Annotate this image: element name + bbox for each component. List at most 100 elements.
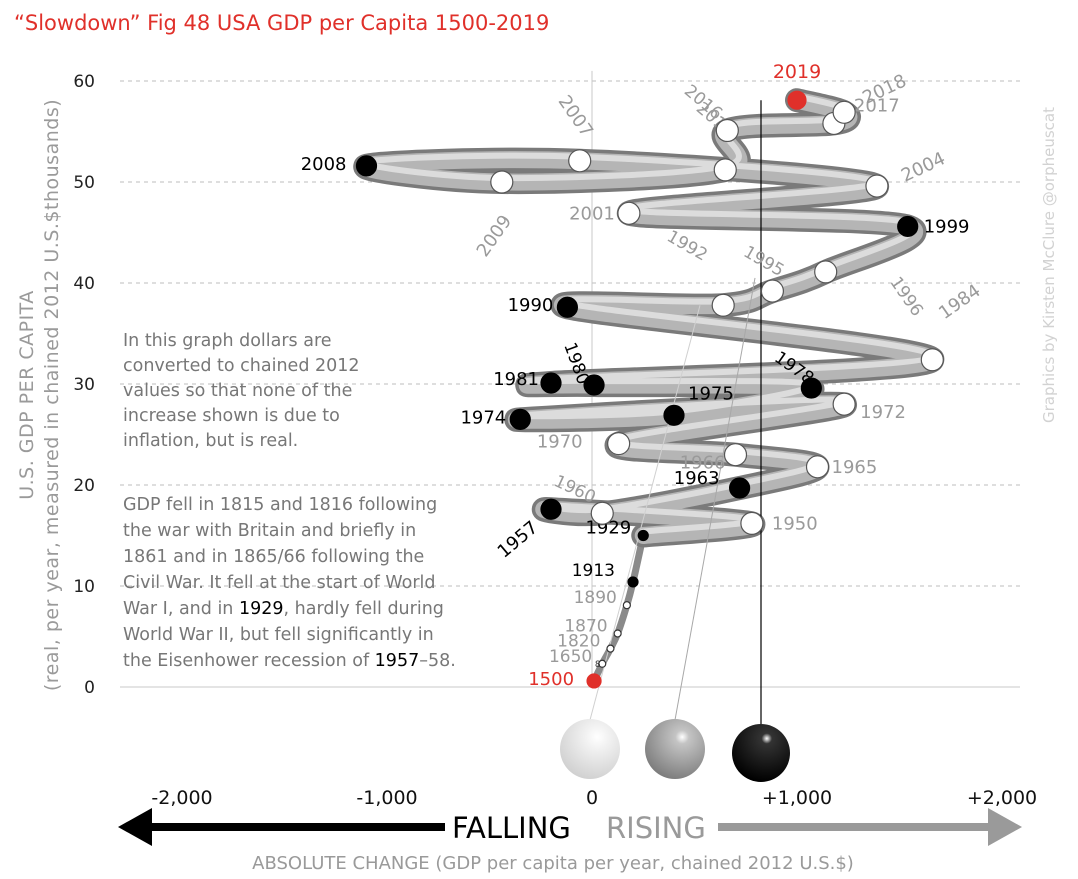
note1-line: In this graph dollars are xyxy=(123,331,332,351)
data-point-2004 xyxy=(865,174,889,198)
note2-line: War I, and in 1929, hardly fell during xyxy=(123,599,444,619)
small-marker-label: 8 xyxy=(595,660,601,670)
data-point-2007 xyxy=(568,149,592,173)
point-label-1970: 1970 xyxy=(537,432,583,453)
data-point-2001 xyxy=(617,201,641,225)
note1-line: increase shown is due to xyxy=(123,406,340,426)
tube-early xyxy=(590,532,647,685)
note-history: GDP fell in 1815 and 1816 following the … xyxy=(123,495,456,671)
y-tick-label: 0 xyxy=(84,678,95,698)
data-point-1984 xyxy=(920,348,944,372)
point-label-1990: 1990 xyxy=(508,295,554,316)
data-point-2016 xyxy=(715,118,739,143)
x-axis-label: ABSOLUTE CHANGE (GDP per capita per year… xyxy=(252,853,854,874)
point-label-1974: 1974 xyxy=(460,407,506,428)
y-tick-label: 30 xyxy=(73,375,95,395)
legend-sphere-mid xyxy=(645,719,705,779)
point-label-1972: 1972 xyxy=(860,402,906,423)
data-point-1990 xyxy=(556,296,579,318)
data-point-1966 xyxy=(723,443,748,467)
rising-arrow-head xyxy=(988,808,1022,846)
point-label-1975: 1975 xyxy=(688,383,734,404)
chart-title: “Slowdown” Fig 48 USA GDP per Capita 150… xyxy=(14,11,549,35)
point-label-1913: 1913 xyxy=(572,561,615,581)
note2-line: 1861 and in 1865/66 following the xyxy=(123,547,424,567)
direction-arrows: FALLING RISING xyxy=(118,808,1022,846)
data-point-1650 xyxy=(598,659,607,668)
falling-arrow-head xyxy=(118,808,152,846)
note2-line: World War II, but fell significantly in xyxy=(123,625,434,645)
note2-year-1957: 1957 xyxy=(375,651,420,671)
point-label-2019: 2019 xyxy=(773,61,821,83)
point-label-1820: 1820 xyxy=(557,632,600,652)
note1-line: converted to chained 2012 xyxy=(123,356,360,376)
data-point-1957 xyxy=(540,498,562,520)
data-point-2008 xyxy=(355,155,378,177)
y-tick-label: 50 xyxy=(73,173,95,193)
point-label-1996: 1996 xyxy=(886,273,927,320)
x-tick-label: +1,000 xyxy=(762,787,832,809)
data-point-1980 xyxy=(583,374,605,396)
data-point-1820 xyxy=(606,644,615,653)
note-inflation: In this graph dollars are converted to c… xyxy=(123,331,360,451)
data-point-1972 xyxy=(832,392,856,416)
x-tick-label: -2,000 xyxy=(151,787,212,809)
point-label-1992: 1992 xyxy=(663,227,710,266)
data-point-1950 xyxy=(740,511,764,535)
data-point-1890 xyxy=(622,601,631,610)
note2-text: War I, and in xyxy=(123,599,239,619)
point-label-1995: 1995 xyxy=(740,242,787,281)
guide-line xyxy=(674,277,756,721)
data-point-2012 xyxy=(713,158,737,182)
note1-line: values so that none of the xyxy=(123,381,352,401)
y-tick-label: 20 xyxy=(73,476,95,496)
data-point-1965 xyxy=(805,455,830,479)
point-label-1650: 1650 xyxy=(549,647,592,667)
data-point-1975 xyxy=(663,404,685,426)
data-point-1995 xyxy=(760,279,785,303)
data-point-1974 xyxy=(509,408,531,430)
point-label-1957: 1957 xyxy=(494,517,543,563)
point-label-2008: 2008 xyxy=(301,154,347,175)
point-label-2001: 2001 xyxy=(569,203,615,224)
data-point-1978 xyxy=(800,377,822,399)
point-label-2017: 2017 xyxy=(854,95,900,116)
point-label-1981: 1981 xyxy=(493,369,539,390)
point-label-1984: 1984 xyxy=(935,280,985,323)
data-point-1963 xyxy=(728,477,751,499)
point-label-2007: 2007 xyxy=(554,92,597,142)
data-point-1870 xyxy=(613,629,622,638)
data-point-2018 xyxy=(832,100,856,124)
x-tick-label: 0 xyxy=(586,787,598,809)
note1-line: inflation, but is real. xyxy=(123,431,298,451)
x-tick-label: -1,000 xyxy=(356,787,417,809)
rising-label: RISING xyxy=(606,811,706,845)
point-label-1963: 1963 xyxy=(674,468,720,489)
note2-line: Civil War. It fell at the start of World xyxy=(123,573,435,593)
falling-label: FALLING xyxy=(452,811,571,845)
y-axis-label-line1: U.S. GDP PER CAPITA xyxy=(16,290,38,500)
note2-line: the war with Britain and briefly in xyxy=(123,521,416,541)
point-label-1966: 1966 xyxy=(680,453,726,474)
note2-line: GDP fell in 1815 and 1816 following xyxy=(123,495,437,515)
point-label-2009: 2009 xyxy=(473,211,516,261)
y-tick-label: 10 xyxy=(73,577,95,597)
point-label-1500: 1500 xyxy=(528,669,574,690)
point-label-1870: 1870 xyxy=(564,616,607,636)
y-tick-label: 40 xyxy=(73,274,95,294)
note2-text: , hardly fell during xyxy=(284,599,444,619)
point-label-1965: 1965 xyxy=(832,457,878,478)
point-label-1999: 1999 xyxy=(924,216,970,237)
data-point-1981 xyxy=(540,372,562,394)
data-tube xyxy=(353,88,945,685)
point-label-2004: 2004 xyxy=(898,148,948,186)
note2-year-1929: 1929 xyxy=(239,599,284,619)
note2-text: –58. xyxy=(419,651,456,671)
y-tick-label: 60 xyxy=(73,72,95,92)
credit-text: Graphics by Kirsten McClure @orpheuscat xyxy=(1040,107,1058,423)
legend-sphere-light xyxy=(560,719,620,779)
data-point-2019 xyxy=(787,90,807,110)
data-point-2009 xyxy=(490,170,514,194)
y-axis-label-line2: (real, per year, measured in chained 201… xyxy=(41,99,63,691)
